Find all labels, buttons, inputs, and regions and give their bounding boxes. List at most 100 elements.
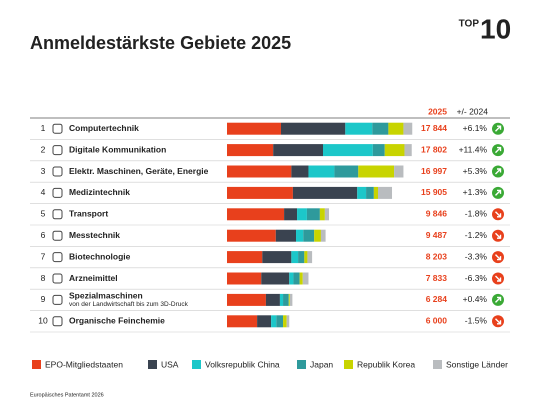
bar-segment bbox=[280, 122, 346, 135]
rank: 1 bbox=[41, 123, 46, 133]
bar-segment bbox=[394, 165, 404, 178]
bar-segment bbox=[227, 122, 281, 135]
bar-segment bbox=[291, 251, 299, 264]
total-label: 15 905 bbox=[421, 187, 447, 197]
bar-segment bbox=[293, 272, 300, 285]
bar-segment bbox=[403, 122, 413, 135]
category-icon bbox=[52, 145, 63, 156]
category-label: Elektr. Maschinen, Geräte, Energie bbox=[69, 166, 209, 176]
trend-arrow bbox=[495, 296, 502, 303]
bar-segment bbox=[273, 144, 323, 157]
bar-segment bbox=[334, 165, 359, 178]
total-label: 9 487 bbox=[426, 230, 448, 240]
bar-segment bbox=[314, 229, 321, 242]
category-label: Organische Feinchemie bbox=[69, 316, 165, 326]
legend-label: EPO-Mitgliedstaaten bbox=[45, 359, 123, 369]
category-icon bbox=[52, 166, 63, 177]
bar-segment bbox=[378, 186, 393, 199]
change-label: +1.3% bbox=[463, 187, 488, 197]
category-icon bbox=[52, 230, 63, 241]
bar-segment bbox=[286, 315, 290, 328]
bar-segment bbox=[303, 229, 315, 242]
trend-arrow bbox=[495, 254, 502, 261]
trend-arrow bbox=[495, 125, 502, 132]
change-label: +5.3% bbox=[463, 166, 488, 176]
change-label: -1.5% bbox=[465, 316, 488, 326]
legend-swatch bbox=[433, 360, 442, 369]
bar-segment bbox=[227, 208, 285, 221]
bar-segment bbox=[289, 272, 294, 285]
chart-title: Anmeldestärkste Gebiete 2025 bbox=[30, 33, 291, 53]
total-label: 7 833 bbox=[426, 273, 448, 283]
trend-arrow bbox=[495, 146, 502, 154]
category-icon bbox=[52, 209, 63, 220]
rank: 4 bbox=[41, 187, 46, 197]
badge-number: 10 bbox=[480, 13, 511, 44]
bar-segment bbox=[319, 208, 325, 221]
bar-segment bbox=[302, 272, 309, 285]
change-label: -1.2% bbox=[465, 230, 488, 240]
change-label: -3.3% bbox=[465, 251, 488, 261]
change-header: +/- 2024 bbox=[457, 106, 489, 116]
bar-segment bbox=[323, 144, 373, 157]
legend-label: Japan bbox=[310, 359, 333, 369]
bar-segment bbox=[262, 251, 292, 264]
bar-segment bbox=[288, 293, 290, 306]
bar-segment bbox=[265, 293, 280, 306]
bar-segment bbox=[366, 186, 374, 199]
total-label: 17 844 bbox=[421, 123, 447, 133]
bar-segment bbox=[299, 272, 303, 285]
bar-segment bbox=[320, 229, 326, 242]
bar-segment bbox=[283, 315, 287, 328]
trend-arrow bbox=[495, 168, 502, 175]
category-label: Messtechnik bbox=[69, 230, 120, 240]
legend-swatch bbox=[32, 360, 41, 369]
bar-segment bbox=[297, 208, 307, 221]
legend-label: Sonstige Länder bbox=[446, 359, 508, 369]
category-icon bbox=[52, 294, 63, 305]
trend-arrow bbox=[495, 211, 502, 218]
category-label: Medizintechnik bbox=[69, 187, 130, 197]
bar-segment bbox=[284, 208, 298, 221]
bar-segment bbox=[358, 165, 395, 178]
rank: 5 bbox=[41, 209, 46, 219]
rank: 8 bbox=[41, 273, 46, 283]
legend-label: USA bbox=[161, 359, 179, 369]
trend-arrow bbox=[495, 275, 502, 282]
bar-segment bbox=[388, 122, 404, 135]
bar-segment bbox=[289, 293, 293, 306]
total-header: 2025 bbox=[428, 106, 447, 116]
trend-arrow bbox=[495, 189, 502, 196]
change-label: -1.8% bbox=[465, 209, 488, 219]
bar-segment bbox=[404, 144, 412, 157]
bar-segment bbox=[372, 122, 389, 135]
trend-arrow bbox=[495, 232, 502, 239]
category-icon bbox=[52, 316, 63, 327]
category-icon bbox=[52, 273, 63, 284]
bar-segment bbox=[296, 229, 304, 242]
bar-segment bbox=[384, 144, 405, 157]
legend-label: Volksrepublik China bbox=[205, 359, 280, 369]
category-icon bbox=[52, 187, 63, 198]
category-icon bbox=[52, 123, 63, 134]
total-label: 16 997 bbox=[421, 166, 447, 176]
bar-segment bbox=[227, 165, 292, 178]
rank: 7 bbox=[41, 251, 46, 261]
bar-segment bbox=[261, 272, 290, 285]
bar-segment bbox=[276, 315, 284, 328]
rank: 2 bbox=[41, 144, 46, 154]
category-label: Spezialmaschinen bbox=[69, 291, 143, 301]
legend-swatch bbox=[148, 360, 157, 369]
bar-segment bbox=[275, 229, 297, 242]
bar-segment bbox=[372, 144, 385, 157]
legend-swatch bbox=[192, 360, 201, 369]
bar-segment bbox=[257, 315, 272, 328]
bar-segment bbox=[298, 251, 305, 264]
total-label: 6 284 bbox=[426, 294, 448, 304]
bar-segment bbox=[304, 251, 308, 264]
bar-segment bbox=[227, 315, 258, 328]
legend-swatch bbox=[344, 360, 353, 369]
legend-label: Republik Korea bbox=[357, 359, 415, 369]
change-label: +11.4% bbox=[459, 144, 488, 154]
change-label: +6.1% bbox=[463, 123, 488, 133]
